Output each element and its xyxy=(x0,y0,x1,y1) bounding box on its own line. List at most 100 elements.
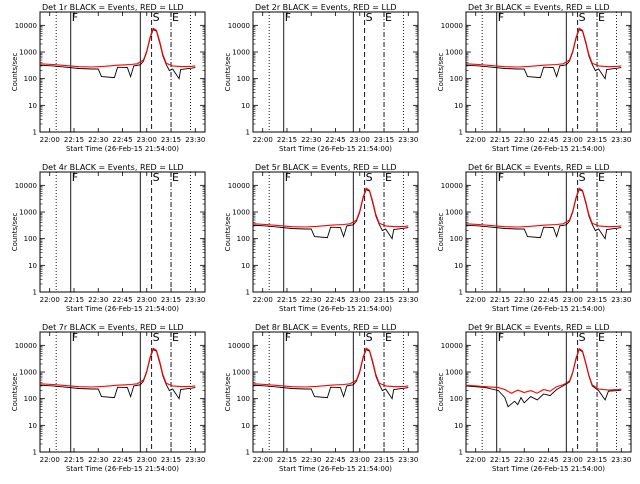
x-tick-label: 23:15 xyxy=(374,456,394,464)
x-tick-label: 22:45 xyxy=(538,296,558,304)
marker-label-s: S xyxy=(579,331,586,344)
x-tick-label: 23:00 xyxy=(137,136,157,144)
x-tick-label: 23:00 xyxy=(563,456,583,464)
x-tick-label: 23:15 xyxy=(587,136,607,144)
x-tick-label: 22:15 xyxy=(277,456,297,464)
lld-series xyxy=(465,347,622,394)
y-tick-label: 1 xyxy=(33,449,37,457)
y-tick-label: 1 xyxy=(246,449,250,457)
x-tick-label: 22:45 xyxy=(112,296,132,304)
panel-title: Det 9r BLACK = Events, RED = LLD xyxy=(468,323,610,332)
events-series xyxy=(252,188,409,240)
y-tick-label: 1 xyxy=(459,289,463,297)
x-axis-label: Start Time (26-Feb-15 21:54:00) xyxy=(492,465,605,473)
y-tick-label: 1000 xyxy=(19,49,37,57)
x-tick-label: 23:30 xyxy=(398,136,418,144)
y-axis-label: Counts/sec xyxy=(224,373,232,412)
y-tick-label: 10000 xyxy=(228,342,250,350)
y-tick-label: 100 xyxy=(450,75,463,83)
y-tick-label: 1000 xyxy=(232,209,250,217)
x-tick-label: 22:15 xyxy=(64,296,84,304)
x-tick-label: 23:30 xyxy=(185,456,205,464)
y-tick-label: 100 xyxy=(450,395,463,403)
marker-label-s: S xyxy=(579,11,586,24)
x-tick-label: 22:30 xyxy=(88,296,108,304)
x-tick-label: 22:15 xyxy=(490,296,510,304)
y-axis-label: Counts/sec xyxy=(437,373,445,412)
marker-label-s: S xyxy=(366,171,373,184)
x-tick-label: 23:00 xyxy=(137,456,157,464)
marker-label-f: F xyxy=(285,11,291,24)
x-tick-label: 22:15 xyxy=(277,296,297,304)
x-tick-label: 22:45 xyxy=(325,296,345,304)
y-tick-label: 10000 xyxy=(441,22,463,30)
y-tick-label: 1000 xyxy=(445,209,463,217)
y-tick-label: 10 xyxy=(241,102,250,110)
marker-label-e: E xyxy=(385,171,392,184)
x-tick-label: 22:30 xyxy=(88,456,108,464)
x-tick-label: 23:15 xyxy=(161,296,181,304)
x-tick-label: 22:15 xyxy=(64,456,84,464)
x-axis-label: Start Time (26-Feb-15 21:54:00) xyxy=(66,305,179,313)
marker-label-f: F xyxy=(72,331,78,344)
panel-title: Det 6r BLACK = Events, RED = LLD xyxy=(468,163,610,172)
events-series xyxy=(465,28,622,80)
x-tick-label: 22:30 xyxy=(88,136,108,144)
marker-label-s: S xyxy=(153,11,160,24)
y-tick-label: 10 xyxy=(241,422,250,430)
y-axis-label: Counts/sec xyxy=(224,213,232,252)
x-tick-label: 23:00 xyxy=(563,296,583,304)
x-tick-label: 23:30 xyxy=(185,296,205,304)
x-tick-label: 22:00 xyxy=(466,296,486,304)
y-tick-label: 10 xyxy=(28,262,37,270)
y-tick-label: 10 xyxy=(28,422,37,430)
y-tick-label: 100 xyxy=(237,235,250,243)
lld-series xyxy=(39,347,196,388)
x-tick-label: 23:15 xyxy=(374,136,394,144)
x-tick-label: 22:45 xyxy=(112,456,132,464)
y-tick-label: 100 xyxy=(24,235,37,243)
marker-label-f: F xyxy=(72,171,78,184)
y-tick-label: 1 xyxy=(459,449,463,457)
y-tick-label: 1 xyxy=(459,129,463,137)
x-tick-label: 23:00 xyxy=(350,296,370,304)
marker-label-s: S xyxy=(579,171,586,184)
y-tick-label: 1000 xyxy=(232,369,250,377)
marker-label-e: E xyxy=(172,171,179,184)
y-tick-label: 10 xyxy=(454,262,463,270)
y-tick-label: 1000 xyxy=(232,49,250,57)
x-tick-label: 22:45 xyxy=(325,456,345,464)
lld-series xyxy=(252,187,409,228)
marker-label-f: F xyxy=(285,171,291,184)
y-tick-label: 1 xyxy=(246,129,250,137)
marker-label-e: E xyxy=(598,331,605,344)
panel-title: Det 4r BLACK = Events, RED = LLD xyxy=(42,163,184,172)
marker-label-f: F xyxy=(498,171,504,184)
y-axis-label: Counts/sec xyxy=(437,53,445,92)
events-series xyxy=(39,28,196,80)
y-tick-label: 1 xyxy=(33,289,37,297)
y-tick-label: 1000 xyxy=(445,49,463,57)
x-tick-label: 22:30 xyxy=(514,136,534,144)
x-tick-label: 22:00 xyxy=(40,456,60,464)
panel-title: Det 1r BLACK = Events, RED = LLD xyxy=(42,3,184,12)
x-tick-label: 22:45 xyxy=(538,136,558,144)
y-tick-label: 10000 xyxy=(228,22,250,30)
marker-label-s: S xyxy=(153,171,160,184)
y-tick-label: 1000 xyxy=(445,369,463,377)
x-tick-label: 22:00 xyxy=(40,136,60,144)
x-tick-label: 22:15 xyxy=(490,136,510,144)
x-tick-label: 23:15 xyxy=(374,296,394,304)
x-tick-label: 22:00 xyxy=(40,296,60,304)
x-tick-label: 23:30 xyxy=(398,296,418,304)
y-tick-label: 10 xyxy=(454,422,463,430)
x-tick-label: 23:15 xyxy=(587,456,607,464)
y-tick-label: 100 xyxy=(24,75,37,83)
events-series xyxy=(465,188,622,240)
marker-label-e: E xyxy=(172,11,179,24)
x-tick-label: 22:30 xyxy=(301,296,321,304)
panel-title: Det 5r BLACK = Events, RED = LLD xyxy=(255,163,397,172)
y-axis-label: Counts/sec xyxy=(11,213,19,252)
x-tick-label: 22:45 xyxy=(112,136,132,144)
